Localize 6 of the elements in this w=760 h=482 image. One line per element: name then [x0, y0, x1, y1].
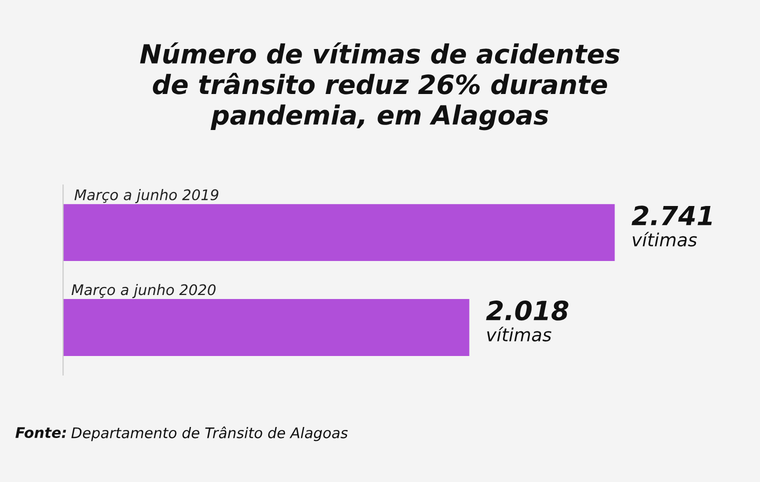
y-tick-label: Março a junho 2019 — [74, 189, 218, 204]
data-label: 2.018 vítimas — [486, 300, 568, 342]
data-label: 2.741 vítimas — [632, 206, 712, 247]
source-note: Fonte: Departamento de Trânsito de Alagoas — [16, 426, 348, 442]
chart-title: Número de vítimas de acidentes de trânsito reduz 26% durante pandemia, em Alagoas — [140, 42, 620, 130]
y-tick-label: Março a junho 2020 — [72, 284, 216, 298]
